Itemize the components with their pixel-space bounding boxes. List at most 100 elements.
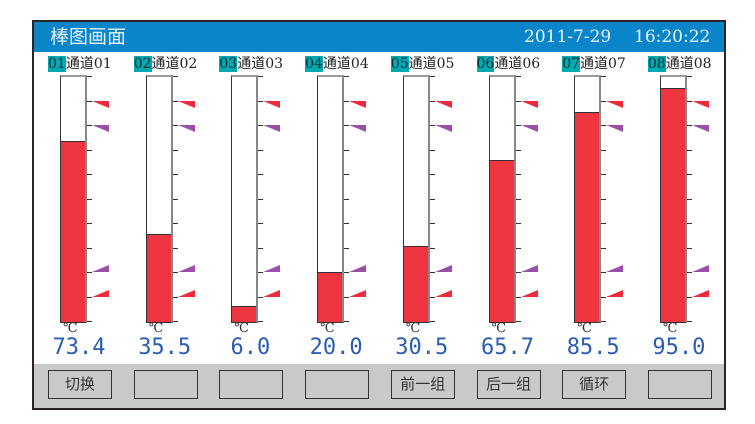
scale-tick [429,296,435,298]
softkey-button-5[interactable]: 前一组 [390,370,455,399]
unit-label: ℃ [63,321,78,336]
scale-tick [344,223,350,224]
bar-fill [660,88,685,322]
bar-fill [403,246,428,322]
softkey-button-6[interactable]: 后一组 [476,370,541,399]
channel-bar [488,75,516,323]
softkey-button-8[interactable] [647,370,712,399]
alarm-flag [434,100,452,108]
channel-label: 07通道07 [562,56,626,73]
alarm-flag [606,125,624,132]
alarm-flag [263,125,281,132]
channel-value: 85.5 [566,335,620,360]
scale-tick [344,76,350,77]
unit-label: ℃ [320,321,335,336]
scale-tick [601,76,607,77]
scale-tick [429,272,435,273]
channel-label: 02通道02 [133,56,198,73]
alarm-flag [177,289,195,297]
unit-label: ℃ [148,321,164,336]
scale-tick [258,296,264,298]
alarm-flag [349,265,367,272]
scale-tick [258,174,264,175]
scale-tick [686,125,692,126]
alarm-flag [263,100,281,108]
scale-tick [686,100,692,102]
bar-fill [318,272,343,322]
channel-bar [574,75,602,323]
scale-tick [258,247,264,249]
softkey-button-3[interactable] [219,370,284,399]
scale-tick [172,296,178,298]
scale-tick [686,198,692,200]
scale-tick [87,125,92,126]
channel-bar [659,75,687,323]
scale-tick [601,272,607,273]
channel-05: 05通道05 ℃ 30.5 [379,52,465,364]
unit-label: ℃ [662,321,678,336]
scale-tick [172,272,178,273]
scale-tick [429,76,435,77]
alarm-flag [177,125,195,132]
channel-value: 30.5 [395,335,449,360]
alarm-flag [349,125,367,132]
alarm-flag [434,289,452,297]
channel-number: 03 [219,56,238,72]
scale-tick [172,321,178,322]
scale-tick [87,296,92,298]
scale-tick [87,321,92,322]
alarm-flag [520,265,538,272]
bar-fill [489,160,514,322]
channel-number: 05 [390,56,409,72]
scale-tick [515,100,521,102]
channel-04: 04通道04 ℃ 20.0 [293,52,379,364]
scale-tick [601,125,607,126]
scale-tick [429,198,435,200]
unit-label: ℃ [577,321,592,336]
channel-number: 01 [48,56,66,72]
scale-tick [344,296,350,298]
scale-tick [258,125,264,126]
softkey-button-2[interactable] [133,370,198,399]
channel-bar [231,75,259,323]
scale-tick [87,223,92,224]
channel-01: 01通道01 ℃ 73.4 [36,52,122,364]
scale-tick [172,100,178,102]
scale-tick [344,321,350,322]
channel-name: 通道05 [408,56,455,72]
softkey-button-1[interactable]: 切换 [48,370,112,399]
scale-tick [87,272,92,273]
scale-tick [686,76,692,77]
scale-tick [429,100,435,102]
alarm-flag [349,100,367,108]
channel-label: 06通道06 [476,56,541,73]
scale-tick [686,321,692,322]
scale-tick [87,149,92,151]
bar-fill [575,111,600,322]
channel-label: 01通道01 [48,56,112,73]
title-bar: 棒图画面 2011-7-29 16:20:22 [34,22,724,52]
scale-tick [344,100,350,102]
channel-03: 03通道03 ℃ 6.0 [207,52,293,364]
scale-tick [344,149,350,151]
channel-label: 03通道03 [219,56,283,73]
scale-tick [515,198,521,200]
channel-name: 通道07 [580,56,626,72]
channel-bar [317,75,345,323]
channel-06: 06通道06 ℃ 65.7 [465,52,551,364]
alarm-flag [92,289,109,297]
time: 16:20:22 [634,27,711,47]
alarm-flag [606,100,624,108]
softkey-button-7[interactable]: 循环 [562,370,627,399]
alarm-flag [92,265,109,272]
scale-tick [258,149,264,151]
scale-tick [601,198,607,200]
alarm-flag [92,100,109,108]
scale-tick [515,76,521,77]
softkey-button-4[interactable] [305,370,370,399]
channel-name: 通道06 [494,56,541,72]
scale-tick [87,247,92,249]
channel-name: 通道02 [151,56,198,72]
scale-tick [601,223,607,224]
channel-name: 通道04 [322,56,369,72]
